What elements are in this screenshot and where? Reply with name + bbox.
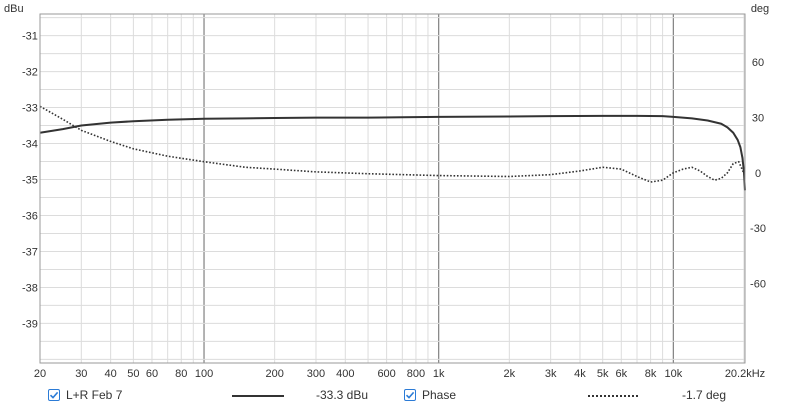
y-left-tick-label: -35 [22, 175, 38, 187]
y-right-tick-label: 60 [752, 57, 764, 69]
x-tick-label: 1k [433, 368, 445, 380]
y-left-tick-label: -32 [22, 67, 38, 79]
series-line-phase [39, 105, 746, 183]
series2-label: Phase [422, 388, 457, 402]
y-left-tick-label: -39 [22, 318, 38, 330]
y-left-tick-label: -37 [22, 246, 38, 258]
legend-item-series1[interactable]: L+R Feb 7 [48, 384, 122, 406]
grid [40, 14, 745, 363]
x-tick-label: 60 [146, 368, 158, 380]
checkmark-icon [405, 391, 415, 399]
series2-checkbox[interactable] [404, 389, 416, 401]
x-tick-label: 20.2kHz [725, 368, 765, 380]
y-left-tick-label: -33 [22, 103, 38, 115]
checkmark-icon [49, 391, 59, 399]
x-tick-label: 50 [127, 368, 139, 380]
x-tick-label: 400 [336, 368, 354, 380]
x-tick-label: 4k [574, 368, 586, 380]
x-tick-label: 10k [664, 368, 682, 380]
x-tick-label: 200 [265, 368, 283, 380]
y-right-axis-label: deg [751, 3, 769, 15]
x-tick-label: 80 [175, 368, 187, 380]
x-tick-label: 800 [407, 368, 425, 380]
x-tick-label: 600 [377, 368, 395, 380]
legend-item-series2[interactable]: Phase [404, 384, 456, 406]
series1-line-swatch [232, 395, 284, 397]
x-tick-label: 300 [307, 368, 325, 380]
x-tick-label: 5k [597, 368, 609, 380]
plot-background [40, 14, 745, 363]
x-tick-label: 40 [105, 368, 117, 380]
y-left-tick-label: -38 [22, 282, 38, 294]
series2-line-swatch [588, 395, 638, 397]
series1-checkbox[interactable] [48, 389, 60, 401]
y-right-tick-label: -60 [750, 279, 766, 291]
legend: L+R Feb 7 -33.3 dBu Phase -1.7 deg [0, 384, 800, 408]
series-layer [39, 105, 746, 191]
series2-value: -1.7 deg [682, 388, 727, 402]
x-tick-label: 2k [504, 368, 516, 380]
y-right-tick-label: -30 [750, 223, 766, 235]
plot-frame [39, 13, 746, 364]
x-tick-label: 3k [545, 368, 557, 380]
series1-label: L+R Feb 7 [66, 388, 123, 402]
x-tick-label: 8k [645, 368, 657, 380]
y-right-tick-label: 30 [752, 112, 764, 124]
series-line-level [39, 114, 746, 191]
y-left-tick-label: -36 [22, 210, 38, 222]
series1-value: -33.3 dBu [316, 388, 369, 402]
x-tick-label: 30 [75, 368, 87, 380]
x-tick-label: 100 [195, 368, 213, 380]
axes: 20 30 40 50 60 80 100 200 300 400 600 800 1k 2k 3k 4k 5k… [4, 3, 769, 380]
x-tick-label: 6k [615, 368, 627, 380]
y-left-tick-label: -34 [22, 139, 38, 151]
y-left-tick-label: -31 [22, 31, 38, 43]
y-right-tick-label: 0 [755, 168, 761, 180]
x-tick-label: 20 [34, 368, 46, 380]
y-left-axis-label: dBu [4, 3, 24, 15]
